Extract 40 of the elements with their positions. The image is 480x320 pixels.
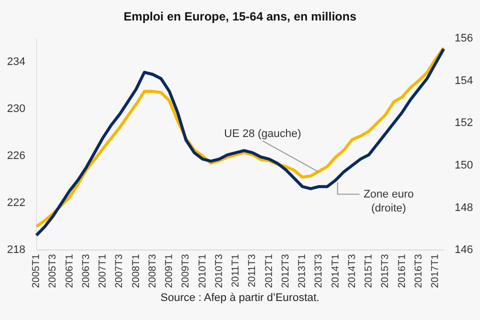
x-tick-label: 2014T1 — [330, 254, 342, 288]
x-tick-label: 2006T1 — [64, 254, 76, 288]
series-label: UE 28 (gauche) — [224, 128, 302, 140]
x-tick-label: 2011T3 — [247, 254, 258, 288]
x-tick-label: 2011T1 — [230, 254, 242, 288]
x-tick-label: 2006T3 — [80, 254, 92, 288]
x-tick-label: 2013T3 — [314, 254, 325, 288]
x-tick-label: 2008T3 — [147, 254, 158, 288]
y2-tick-label: 152 — [454, 117, 474, 130]
x-tick-label: 2012T1 — [264, 254, 275, 288]
x-tick-label: 2016T3 — [413, 254, 424, 288]
x-tick-label: 2014T3 — [346, 254, 358, 288]
x-tick-label: 2005T3 — [48, 254, 59, 288]
x-tick-label: 2010T3 — [214, 254, 225, 288]
y2-tick-label: 146 — [454, 244, 474, 256]
x-tick-label: 2012T3 — [280, 254, 292, 288]
y-tick-label: 230 — [6, 102, 26, 115]
x-tick-label: 2017T1 — [430, 254, 442, 288]
x-tick-label: 2007T1 — [98, 254, 109, 288]
y2-tick-label: 148 — [454, 202, 474, 214]
x-tick-label: 2013T1 — [297, 254, 308, 288]
x-tick-label: 2016T1 — [396, 254, 408, 288]
chart-title: Emploi en Europe, 15-64 ans, en millions — [124, 10, 357, 24]
x-tick-label: 2009T3 — [180, 254, 192, 288]
x-tick-label: 2015T1 — [364, 254, 375, 288]
y-tick-label: 234 — [6, 56, 26, 68]
y-tick-label: 222 — [6, 197, 26, 210]
source-note: Source : Afep à partir d’Eurostat. — [160, 292, 320, 304]
x-tick-label: 2007T3 — [114, 254, 126, 288]
y2-tick-label: 156 — [454, 32, 474, 44]
y2-tick-label: 150 — [454, 159, 474, 172]
x-tick-label: 2008T1 — [130, 254, 142, 288]
x-tick-label: 2015T3 — [380, 254, 392, 288]
x-tick-label: 2005T1 — [31, 254, 42, 288]
y2-tick-label: 154 — [454, 74, 474, 87]
text: Zone euro (droite) — [364, 188, 414, 214]
x-tick-label: 2009T1 — [164, 254, 176, 288]
y-tick-label: 218 — [6, 244, 26, 256]
y-tick-label: 226 — [6, 150, 26, 162]
x-tick-label: 2010T1 — [197, 254, 208, 288]
